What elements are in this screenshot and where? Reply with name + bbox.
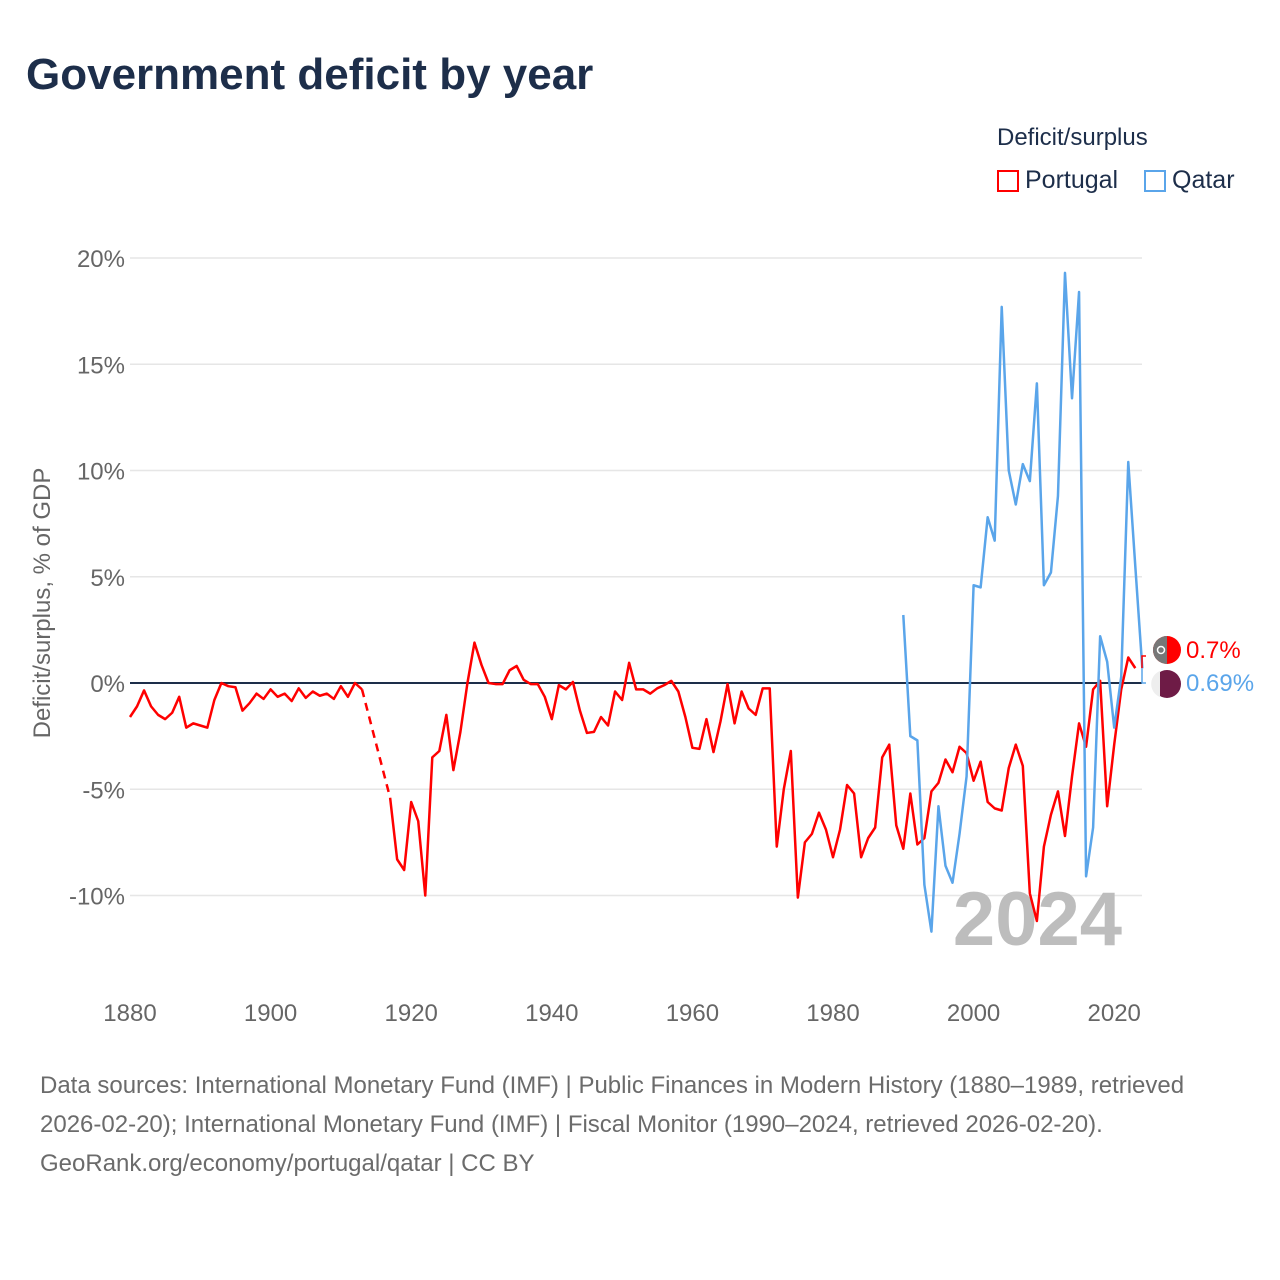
data-sources: Data sources: International Monetary Fun… xyxy=(40,1072,1185,1138)
y-tick-label: 15% xyxy=(77,352,125,379)
series-gap-portugal xyxy=(360,689,392,799)
footer: Data sources: International Monetary Fun… xyxy=(40,1066,1240,1183)
portugal-flag-emblem xyxy=(1156,645,1166,655)
plot-area: -10% -5% 0% 5% 10% 15% 20% 1880 1900 1920 1940 1960… xyxy=(29,246,1254,1027)
y-tick-label: -5% xyxy=(82,777,125,804)
x-tick-label: 2020 xyxy=(1088,1000,1141,1027)
y-tick-label: -10% xyxy=(69,884,125,911)
end-label-qatar: 0.69% xyxy=(1186,670,1254,697)
end-label-portugal: 0.7% xyxy=(1186,637,1241,664)
x-tick-label: 2000 xyxy=(947,1000,1000,1027)
legend-item-qatar[interactable]: Qatar xyxy=(1144,166,1235,195)
legend-title: Deficit/surplus xyxy=(997,124,1148,151)
legend-item-portugal[interactable]: Portugal xyxy=(997,166,1118,195)
x-tick-label: 1900 xyxy=(244,1000,297,1027)
series-line-qatar xyxy=(902,271,1144,933)
y-tick-label: 20% xyxy=(77,246,125,273)
y-tick-label: 0% xyxy=(90,671,125,698)
credit-link[interactable]: GeoRank.org/economy/portugal/qatar | CC … xyxy=(40,1150,535,1177)
label-connector xyxy=(1141,668,1146,684)
qatar-flag-white xyxy=(1151,671,1160,697)
page-title: Government deficit by year xyxy=(26,50,594,99)
x-tick-label: 1880 xyxy=(103,1000,156,1027)
y-tick-label: 5% xyxy=(90,565,125,592)
y-axis-label: Deficit/surplus, % of GDP xyxy=(29,468,56,739)
legend-swatch-portugal xyxy=(997,169,1019,192)
legend-label: Portugal xyxy=(1025,166,1119,194)
legend-swatch-qatar xyxy=(1144,169,1166,192)
portugal-flag-green xyxy=(1153,636,1167,664)
x-tick-label: 1940 xyxy=(525,1000,578,1027)
y-tick-label: 10% xyxy=(77,459,125,486)
x-tick-label: 1920 xyxy=(385,1000,438,1027)
label-connector xyxy=(1141,655,1146,669)
x-tick-label: 1960 xyxy=(666,1000,719,1027)
x-tick-label: 1980 xyxy=(806,1000,859,1027)
legend-label: Qatar xyxy=(1172,166,1235,194)
series-line-portugal xyxy=(128,681,363,729)
